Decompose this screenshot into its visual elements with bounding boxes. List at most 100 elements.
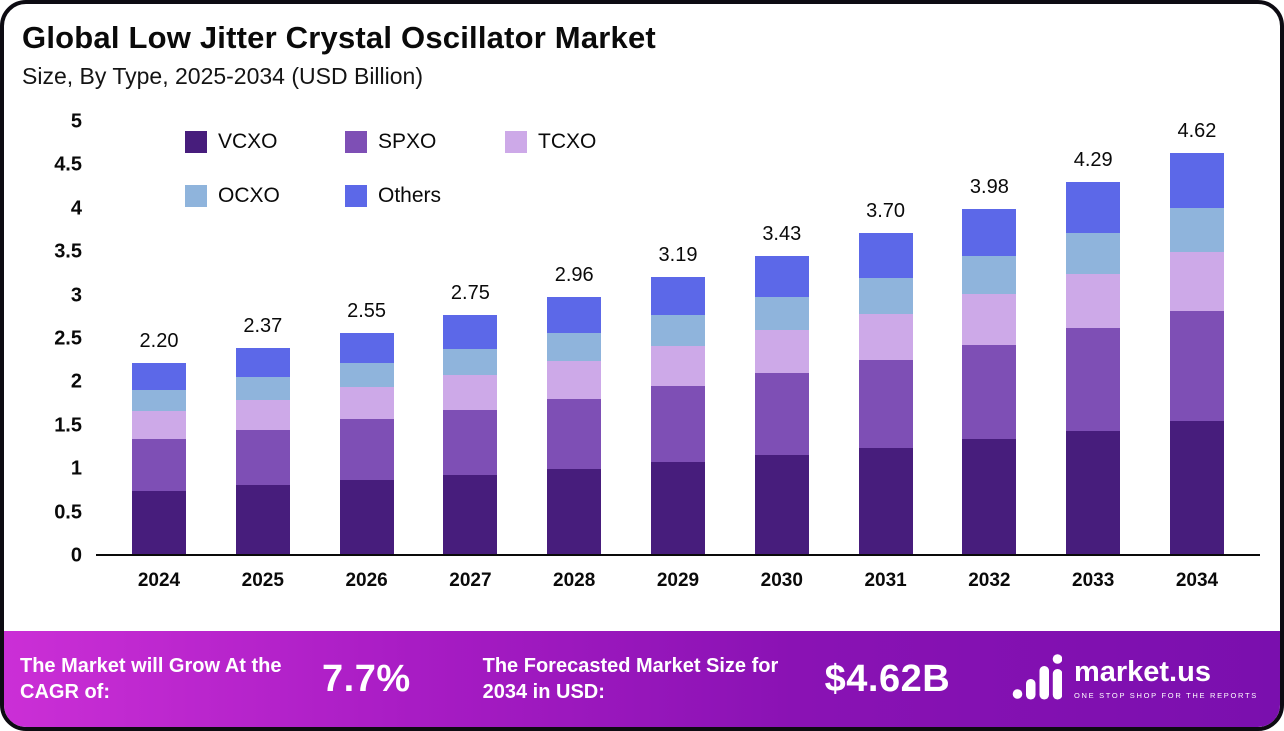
- legend-label-ocxo: OCXO: [218, 184, 280, 207]
- segment-others-2029: [650, 277, 705, 316]
- segment-others-2026: [339, 332, 394, 364]
- plot-area: 5 4.5 4 3.5 3 2.5 2 1.5 1 0.5 0 2.20 2024 2.37 2025 2.…: [54, 111, 1260, 591]
- segment-tcxo-2026: [339, 387, 394, 420]
- x-label-2030: 2030: [760, 570, 803, 591]
- segment-vcxo-2024: [132, 490, 186, 554]
- segment-ocxo-2025: [235, 376, 290, 400]
- segment-vcxo-2029: [650, 462, 705, 554]
- cagr-value: 7.7%: [322, 657, 411, 700]
- segment-spxo-2028: [547, 398, 602, 469]
- segment-tcxo-2030: [754, 330, 809, 374]
- bar-2028: 2.96 2028: [547, 264, 602, 591]
- y-tick-0: 0: [70, 544, 82, 567]
- total-label-2032: 3.98: [969, 175, 1009, 198]
- segment-tcxo-2029: [650, 345, 705, 387]
- segment-others-2034: [1169, 153, 1224, 208]
- segment-spxo-2033: [1066, 328, 1121, 431]
- x-label-2033: 2033: [1072, 570, 1115, 591]
- segment-others-2033: [1066, 181, 1121, 233]
- legend-item-vcxo: VCXO: [185, 130, 345, 154]
- legend-label-spxo: SPXO: [378, 130, 437, 153]
- y-tick-0.5: 0.5: [54, 501, 82, 524]
- segment-ocxo-2027: [443, 349, 498, 376]
- legend-label-vcxo: VCXO: [218, 130, 278, 153]
- x-label-2032: 2032: [968, 570, 1011, 591]
- total-label-2024: 2.20: [139, 330, 179, 353]
- marketus-bars-icon: [1012, 653, 1063, 705]
- x-label-2027: 2027: [449, 570, 492, 591]
- segment-spxo-2029: [650, 386, 705, 462]
- segment-tcxo-2032: [962, 294, 1017, 345]
- bar-2034: 4.62 2034: [1169, 120, 1224, 591]
- bar-2031: 3.70 2031: [858, 200, 913, 591]
- segment-ocxo-2026: [339, 363, 394, 388]
- segment-vcxo-2027: [443, 475, 498, 554]
- y-tick-1: 1: [70, 457, 82, 480]
- stacked-bar-chart: VCXO SPXO TCXO OCXO Others 5 4.5 4 3.5 3 2.5 2 1.5 1…: [4, 90, 1280, 631]
- total-label-2031: 3.70: [866, 199, 906, 222]
- total-label-2026: 2.55: [347, 299, 387, 322]
- bars-area: 2.20 2024 2.37 2025 2.55 2026 2.75 2027 2.96 2028…: [96, 120, 1260, 591]
- segment-tcxo-2025: [235, 399, 290, 430]
- segment-vcxo-2026: [339, 480, 394, 554]
- y-tick-2: 2: [70, 370, 82, 393]
- brand-tagline: ONE STOP SHOP FOR THE REPORTS: [1073, 691, 1258, 700]
- footer-banner: The Market will Grow At the CAGR of: 7.7…: [4, 631, 1280, 727]
- segment-vcxo-2030: [754, 455, 809, 554]
- segment-ocxo-2030: [754, 297, 809, 331]
- segment-vcxo-2033: [1066, 430, 1121, 554]
- brand-logo: market.us ONE STOP SHOP FOR THE REPORTS: [1012, 653, 1258, 705]
- y-tick-2.5: 2.5: [54, 327, 82, 350]
- segment-ocxo-2029: [650, 315, 705, 346]
- total-label-2025: 2.37: [243, 315, 283, 338]
- x-label-2029: 2029: [656, 570, 700, 591]
- segment-spxo-2031: [858, 360, 913, 449]
- segment-ocxo-2032: [962, 256, 1017, 295]
- y-tick-3.5: 3.5: [54, 240, 82, 263]
- brand-text: market.us ONE STOP SHOP FOR THE REPORTS: [1073, 656, 1258, 701]
- bar-2025: 2.37 2025: [235, 315, 290, 591]
- bar-2033: 4.29 2033: [1066, 149, 1121, 591]
- segment-ocxo-2024: [132, 389, 186, 411]
- segment-others-2024: [132, 363, 186, 390]
- chart-legend: VCXO SPXO TCXO OCXO Others: [185, 130, 665, 208]
- legend-item-others: Others: [345, 184, 505, 208]
- segment-vcxo-2028: [547, 468, 602, 554]
- segment-spxo-2034: [1169, 310, 1224, 422]
- segment-vcxo-2034: [1169, 421, 1224, 554]
- segment-ocxo-2031: [858, 278, 913, 314]
- legend-label-others: Others: [378, 184, 442, 207]
- segment-others-2031: [858, 232, 913, 279]
- forecast-label: The Forecasted Market Size for 2034 in U…: [482, 655, 779, 703]
- segment-others-2027: [443, 315, 498, 350]
- brand-name: market.us: [1073, 656, 1211, 688]
- x-label-2028: 2028: [553, 570, 596, 591]
- y-tick-1.5: 1.5: [54, 414, 82, 437]
- segment-others-2030: [754, 256, 809, 298]
- segment-ocxo-2033: [1066, 232, 1121, 274]
- segment-spxo-2027: [443, 409, 498, 476]
- x-label-2026: 2026: [345, 570, 388, 591]
- segment-spxo-2032: [962, 344, 1017, 440]
- segment-ocxo-2034: [1169, 207, 1224, 252]
- segment-vcxo-2025: [235, 485, 290, 554]
- segment-tcxo-2028: [547, 361, 602, 399]
- bar-2029: 3.19 2029: [650, 244, 705, 591]
- page-title: Global Low Jitter Crystal Oscillator Mar…: [22, 20, 656, 55]
- legend-item-ocxo: OCXO: [185, 184, 345, 208]
- x-label-2031: 2031: [864, 570, 907, 591]
- total-label-2028: 2.96: [554, 264, 594, 287]
- bar-2032: 3.98 2032: [962, 176, 1017, 591]
- segment-vcxo-2031: [858, 448, 913, 554]
- legend-swatch-spxo: [345, 131, 367, 153]
- segment-tcxo-2024: [132, 410, 186, 439]
- segment-spxo-2030: [754, 373, 809, 456]
- legend-label-tcxo: TCXO: [538, 130, 597, 153]
- y-tick-3: 3: [70, 284, 82, 307]
- total-label-2034: 4.62: [1177, 119, 1217, 142]
- segment-tcxo-2033: [1066, 273, 1121, 329]
- segment-others-2025: [235, 348, 290, 377]
- cagr-label: The Market will Grow At the CAGR of:: [20, 655, 282, 703]
- legend-item-spxo: SPXO: [345, 130, 505, 154]
- segment-ocxo-2028: [547, 332, 602, 362]
